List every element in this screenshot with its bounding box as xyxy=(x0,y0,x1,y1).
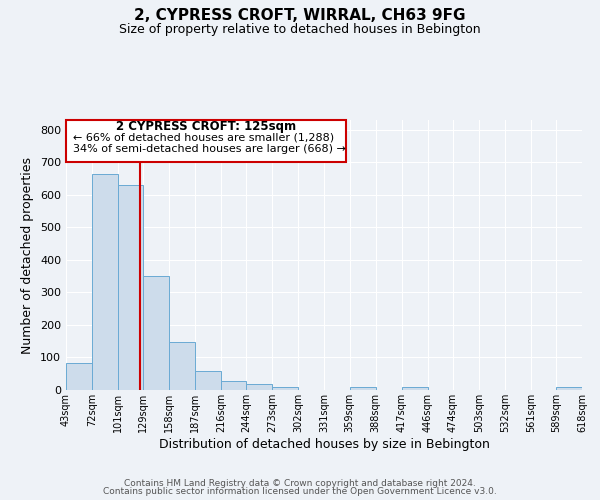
Bar xyxy=(350,388,376,390)
X-axis label: Distribution of detached houses by size in Bebington: Distribution of detached houses by size … xyxy=(158,438,490,450)
Text: 2 CYPRESS CROFT: 125sqm: 2 CYPRESS CROFT: 125sqm xyxy=(116,120,296,133)
Bar xyxy=(556,388,582,390)
Bar xyxy=(272,388,298,390)
Text: Size of property relative to detached houses in Bebington: Size of property relative to detached ho… xyxy=(119,22,481,36)
Bar xyxy=(401,386,428,390)
Bar xyxy=(169,342,195,390)
Bar xyxy=(221,381,247,390)
Text: Contains HM Land Registry data © Crown copyright and database right 2024.: Contains HM Land Registry data © Crown c… xyxy=(124,478,476,488)
Bar xyxy=(66,364,92,390)
Bar xyxy=(92,174,118,390)
Text: ← 66% of detached houses are smaller (1,288): ← 66% of detached houses are smaller (1,… xyxy=(73,133,334,143)
Text: 34% of semi-detached houses are larger (668) →: 34% of semi-detached houses are larger (… xyxy=(73,144,346,154)
Bar xyxy=(143,276,169,390)
Bar xyxy=(118,185,143,390)
FancyBboxPatch shape xyxy=(66,120,346,162)
Text: 2, CYPRESS CROFT, WIRRAL, CH63 9FG: 2, CYPRESS CROFT, WIRRAL, CH63 9FG xyxy=(134,8,466,22)
Text: Contains public sector information licensed under the Open Government Licence v3: Contains public sector information licen… xyxy=(103,487,497,496)
Bar xyxy=(195,371,221,390)
Bar xyxy=(247,384,272,390)
Y-axis label: Number of detached properties: Number of detached properties xyxy=(22,156,34,354)
